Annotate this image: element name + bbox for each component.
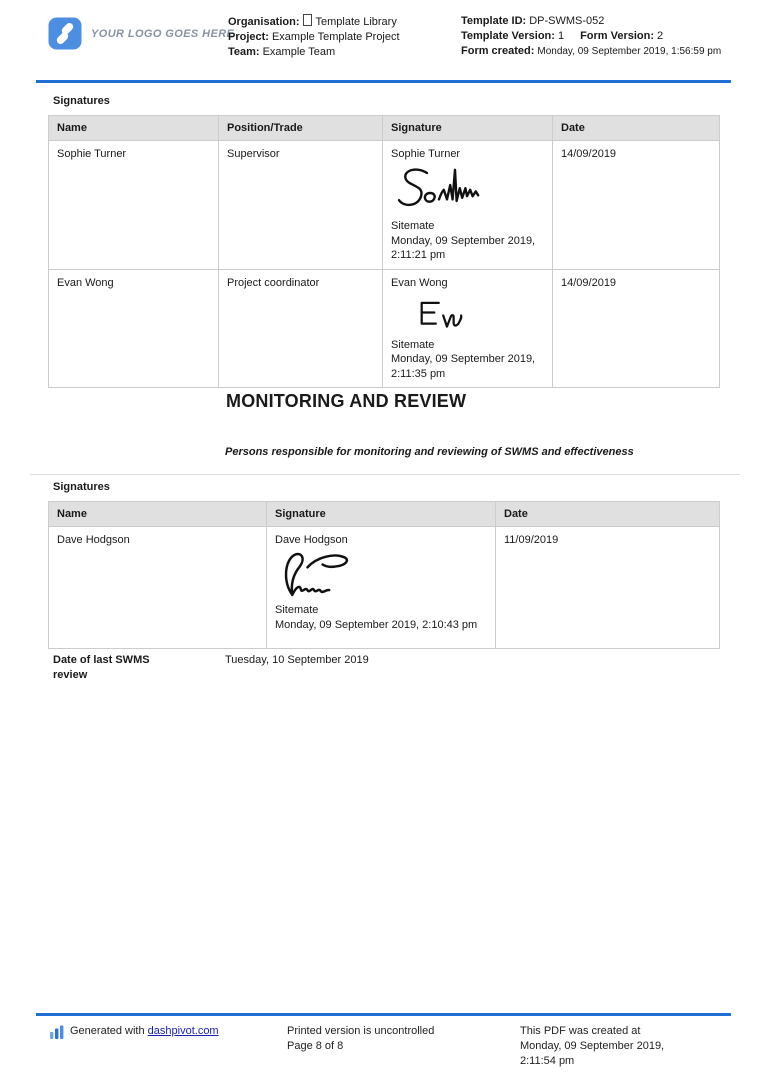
column-header-name: Name: [48, 501, 267, 527]
team-line: Team: Example Team: [228, 45, 456, 60]
footer-created-info: This PDF was created at Monday, 09 Septe…: [520, 1024, 664, 1069]
form-created-value: Monday, 09 September 2019, 1:56:59 pm: [537, 46, 722, 57]
printed-version-text: Printed version is uncontrolled: [287, 1025, 435, 1037]
signature-timestamp: Monday, 09 September 2019, 2:10:43 pm: [275, 618, 478, 631]
signature-source: Sitemate: [391, 220, 435, 232]
generated-with-text: Generated with dashpivot.com: [70, 1024, 219, 1039]
header-divider-rule: [36, 80, 731, 83]
column-header-date: Date: [552, 115, 720, 141]
company-logo-icon: [48, 17, 82, 50]
position-cell: Supervisor: [218, 140, 383, 270]
footer-print-info: Printed version is uncontrolled Page 8 o…: [287, 1024, 434, 1054]
handwritten-signature-image: [420, 301, 463, 328]
signature-cell: Sophie Turner Sitemate Monday, 09 Septem…: [382, 140, 553, 270]
form-version-value: 2: [657, 30, 664, 42]
table-header-row: Name Position/Trade Signature Date: [48, 115, 720, 141]
name-cell: Dave Hodgson: [48, 526, 267, 649]
signatures-table: Name Position/Trade Signature Date Sophi…: [48, 115, 720, 388]
form-created-label: Form created:: [461, 45, 535, 57]
pdf-created-text: This PDF was created at: [520, 1025, 641, 1037]
footer-generated: Generated with dashpivot.com: [50, 1024, 219, 1039]
signatures-section-title: Signatures: [53, 481, 110, 493]
signature-timestamp: Monday, 09 September 2019, 2:11:21 pm: [391, 234, 536, 262]
table-header-row: Name Signature Date: [48, 501, 720, 527]
form-version-label: Form Version:: [580, 30, 655, 42]
table-row: Evan Wong Project coordinator Evan Wong …: [48, 268, 720, 388]
template-version-value: 1: [557, 30, 565, 42]
signature-cell: Evan Wong Sitemate Monday, 09 September …: [382, 268, 553, 388]
last-review-value: Tuesday, 10 September 2019: [225, 654, 369, 666]
bar-chart-icon: [50, 1025, 64, 1039]
template-id-label: Template ID:: [461, 15, 527, 27]
signature-name: Evan Wong: [391, 276, 448, 289]
versions-line: Template Version: 1 Form Version: 2: [461, 29, 723, 44]
form-created-line: Form created: Monday, 09 September 2019, …: [461, 44, 723, 59]
column-header-signature: Signature: [382, 115, 553, 141]
logo-placeholder-text: YOUR LOGO GOES HERE: [91, 27, 235, 40]
team-value: Example Team: [262, 46, 336, 58]
name-cell: Sophie Turner: [48, 140, 219, 270]
signature-name: Dave Hodgson: [275, 534, 348, 546]
section-divider: [30, 474, 740, 475]
pdf-created-date: Monday, 09 September 2019,: [520, 1040, 665, 1052]
dashpivot-link[interactable]: dashpivot.com: [147, 1025, 219, 1037]
monitoring-review-heading: MONITORING AND REVIEW: [226, 391, 467, 411]
pdf-created-time: 2:11:54 pm: [520, 1055, 575, 1067]
signatures-section-title: Signatures: [53, 95, 110, 107]
date-cell: 14/09/2019: [552, 268, 720, 388]
table-row: Sophie Turner Supervisor Sophie Turner S…: [48, 140, 720, 270]
column-header-name: Name: [48, 115, 219, 141]
organisation-label: Organisation:: [228, 16, 300, 28]
project-line: Project: Example Template Project: [228, 30, 456, 45]
project-label: Project:: [228, 31, 269, 43]
date-cell: 14/09/2019: [552, 140, 720, 270]
generated-prefix: Generated with: [70, 1025, 145, 1037]
monitoring-review-subtitle: Persons responsible for monitoring and r…: [225, 446, 634, 458]
header-org-block: Organisation: Template Library Project: Ex…: [228, 14, 456, 60]
review-signatures-table: Name Signature Date Dave Hodgson Dave Ho…: [48, 501, 720, 649]
signature-source: Sitemate: [275, 604, 319, 616]
team-label: Team:: [228, 46, 260, 58]
column-header-position: Position/Trade: [218, 115, 383, 141]
signature-source: Sitemate: [391, 338, 435, 351]
page-number-text: Page 8 of 8: [287, 1040, 344, 1052]
date-cell: 11/09/2019: [495, 526, 720, 649]
name-cell: Evan Wong: [48, 268, 219, 388]
handwritten-signature-image: [397, 168, 480, 207]
organisation-line: Organisation: Template Library: [228, 14, 456, 30]
column-header-signature: Signature: [266, 501, 496, 527]
signature-timestamp: Monday, 09 September 2019, 2:11:35 pm: [391, 353, 536, 380]
project-value: Example Template Project: [271, 31, 400, 43]
header-meta-block: Template ID: DP-SWMS-052 Template Version…: [461, 14, 723, 59]
column-header-date: Date: [495, 501, 720, 527]
logo: YOUR LOGO GOES HERE: [48, 17, 234, 50]
table-row: Dave Hodgson Dave Hodgson Sitemate Monda…: [48, 526, 720, 649]
last-review-label: Date of last SWMS review: [53, 654, 150, 681]
organisation-value: Template Library: [315, 16, 397, 28]
template-version-label: Template Version:: [461, 30, 555, 42]
template-id-value: DP-SWMS-052: [529, 15, 605, 27]
template-id-line: Template ID: DP-SWMS-052: [461, 14, 723, 29]
position-cell: Project coordinator: [218, 268, 383, 388]
signature-cell: Dave Hodgson Sitemate Monday, 09 Septemb…: [266, 526, 496, 649]
signature-name: Sophie Turner: [391, 148, 461, 160]
missing-glyph-box: [302, 14, 312, 26]
handwritten-signature-image: [284, 552, 349, 597]
footer-divider-rule: [36, 1013, 731, 1016]
